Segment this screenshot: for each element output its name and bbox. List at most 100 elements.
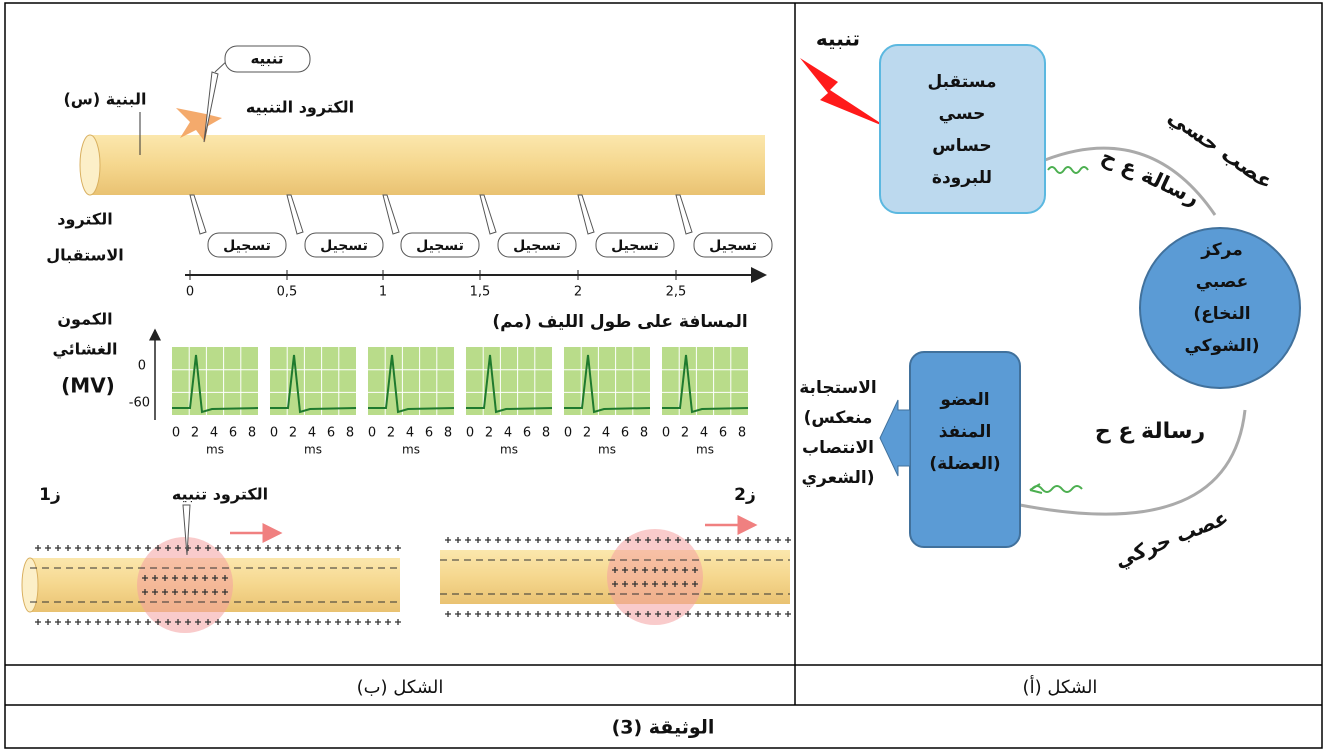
graph-bg <box>662 347 748 415</box>
charge-plus <box>695 537 701 543</box>
time-tick: 8 <box>738 426 746 441</box>
time-tick: 4 <box>210 426 218 441</box>
charge-plus <box>525 611 531 617</box>
figure-a: تنبيه مستقبلحسيحساسللبرودة مركزعصبي(النخ… <box>799 27 1300 574</box>
charge-plus <box>545 537 551 543</box>
charge-plus <box>515 611 521 617</box>
charge-plus <box>485 537 491 543</box>
charge-plus <box>265 545 271 551</box>
time-tick: 0 <box>466 426 474 441</box>
effector-box <box>910 352 1020 547</box>
figure-b: تنبيه الكترود التنبيه البنية (س) الكترود… <box>22 46 791 633</box>
time-tick: 6 <box>523 426 531 441</box>
charge-plus <box>445 611 451 617</box>
charge-plus <box>485 611 491 617</box>
charge-plus <box>465 537 471 543</box>
charge-plus <box>225 545 231 551</box>
rec-label: تسجيل <box>709 238 757 254</box>
rec-label: تسجيل <box>611 238 659 254</box>
charge-plus <box>555 537 561 543</box>
charge-plus <box>75 619 81 625</box>
depolarised-zone <box>607 529 703 625</box>
time-tick: 0 <box>368 426 376 441</box>
distance-tick-label: 0 <box>186 285 194 300</box>
charge-plus <box>755 537 761 543</box>
charge-plus <box>355 545 361 551</box>
time-tick: 2 <box>289 426 297 441</box>
charge-plus <box>125 545 131 551</box>
charge-plus <box>585 611 591 617</box>
charge-plus <box>305 619 311 625</box>
response-text: (منعكس <box>804 408 873 428</box>
rec-electrode-label: الكترود <box>57 210 112 229</box>
charge-plus <box>65 619 71 625</box>
distance-tick-label: 1,5 <box>470 285 491 300</box>
charge-plus <box>515 537 521 543</box>
document-figure: الشكل (ب) الشكل (أ) الوثيقة (3) تنبيه مس… <box>0 0 1325 751</box>
fiber-end <box>80 135 100 195</box>
charge-plus <box>325 545 331 551</box>
charge-plus <box>135 619 141 625</box>
graph-bg <box>368 347 454 415</box>
charge-plus <box>745 537 751 543</box>
time-tick: 8 <box>542 426 550 441</box>
charge-plus <box>355 619 361 625</box>
charge-plus <box>725 537 731 543</box>
charge-plus <box>245 545 251 551</box>
charge-plus <box>495 611 501 617</box>
charge-plus <box>745 611 751 617</box>
charge-plus <box>95 619 101 625</box>
time-tick: 2 <box>681 426 689 441</box>
charge-plus <box>365 619 371 625</box>
charge-plus <box>455 611 461 617</box>
signal-wave <box>1048 167 1088 173</box>
rec-label: تسجيل <box>513 238 561 254</box>
motor-nerve-label: عصب حركي <box>1111 505 1232 573</box>
charge-plus <box>735 537 741 543</box>
z1-electrode-label: الكترود تنبيه <box>172 485 268 504</box>
charge-plus <box>255 619 261 625</box>
charge-plus <box>715 537 721 543</box>
charge-plus <box>345 619 351 625</box>
response-text: الانتصاب <box>802 438 874 458</box>
charge-plus <box>115 545 121 551</box>
charge-plus <box>705 537 711 543</box>
z1-label: ز1 <box>39 485 61 505</box>
charge-plus <box>605 537 611 543</box>
charge-plus <box>505 537 511 543</box>
charge-plus <box>315 619 321 625</box>
time-tick: 2 <box>387 426 395 441</box>
time-unit: ms <box>206 443 224 457</box>
receptor-text: حساس <box>932 136 991 156</box>
charge-plus <box>375 545 381 551</box>
charge-plus <box>315 545 321 551</box>
caption-b: الشكل (ب) <box>357 677 444 698</box>
charge-plus <box>535 611 541 617</box>
rec-electrode <box>383 195 399 234</box>
message-label: رسالة ع ح <box>1095 419 1205 444</box>
charge-plus <box>475 537 481 543</box>
time-tick: 8 <box>248 426 256 441</box>
time-tick: 0 <box>172 426 180 441</box>
fiber-end <box>22 558 38 612</box>
charge-plus <box>475 611 481 617</box>
time-tick: 4 <box>406 426 414 441</box>
charge-plus <box>235 619 241 625</box>
charge-plus <box>595 611 601 617</box>
distance-tick-label: 2 <box>574 285 582 300</box>
charge-plus <box>385 545 391 551</box>
time-tick: 0 <box>270 426 278 441</box>
time-tick: 4 <box>700 426 708 441</box>
charge-plus <box>145 619 151 625</box>
charge-plus <box>495 537 501 543</box>
center-text: مركز <box>1200 240 1243 260</box>
charge-plus <box>55 545 61 551</box>
charge-plus <box>565 611 571 617</box>
time-tick: 6 <box>719 426 727 441</box>
charge-plus <box>35 619 41 625</box>
charge-plus <box>755 611 761 617</box>
charge-plus <box>765 611 771 617</box>
potential-tick: 0 <box>138 359 146 374</box>
graph-bg <box>270 347 356 415</box>
time-unit: ms <box>696 443 714 457</box>
